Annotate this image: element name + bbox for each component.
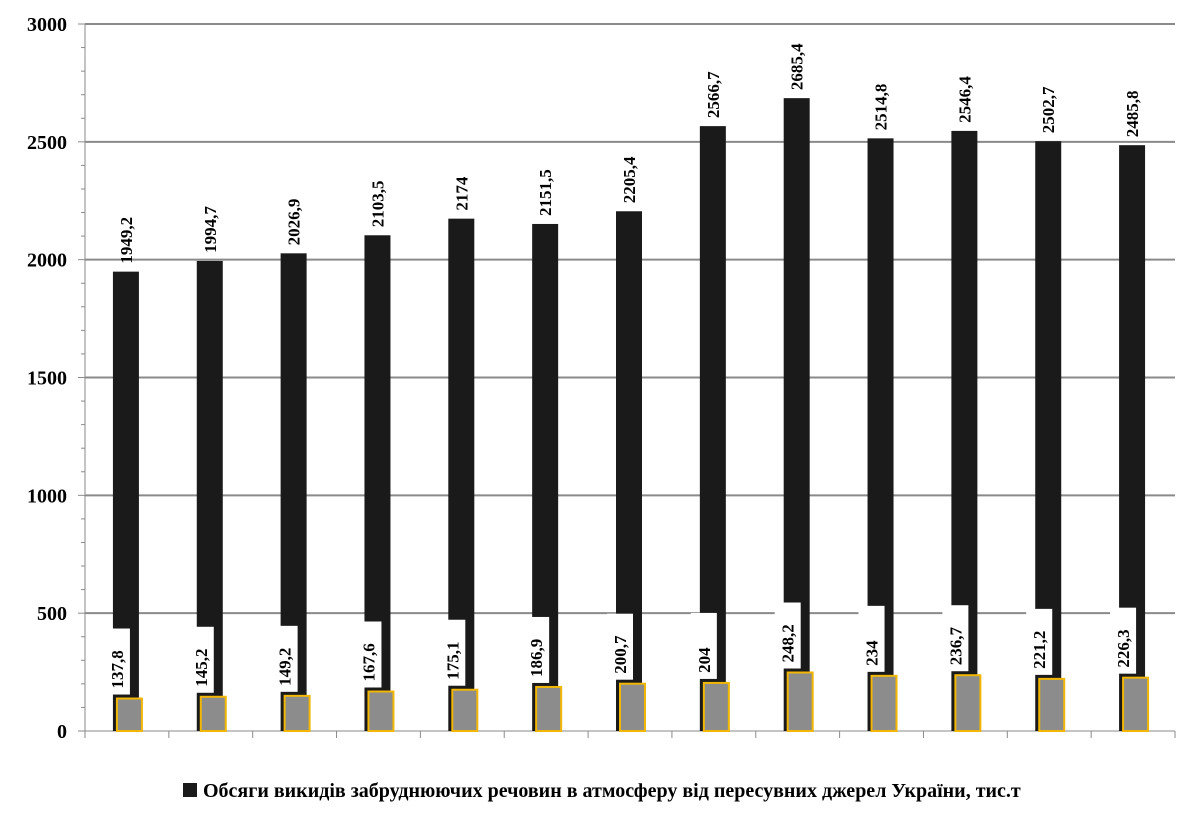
bar-value-label: 186,9 <box>527 639 546 677</box>
bar-series-2 <box>1122 676 1150 733</box>
bar-value-label: 2485,8 <box>1123 90 1142 137</box>
bar-series-2 <box>535 685 563 733</box>
bar-value-label: 236,7 <box>946 626 965 665</box>
bar-value-label: 221,2 <box>1030 631 1049 669</box>
bar-value-label: 2151,5 <box>536 169 555 216</box>
bar-value-label: 2685,4 <box>788 43 807 90</box>
bar-value-label: 2566,7 <box>704 71 723 118</box>
data-labels: 1949,2 137,8 1994,7 145,2 2026,9 149,2 2103,5 1… <box>103 43 1142 695</box>
y-tick-label: 2000 <box>27 250 67 272</box>
value-label-box <box>1026 608 1053 675</box>
bar-value-label: 1994,7 <box>201 206 220 253</box>
bar-value-label: 2546,4 <box>955 76 974 123</box>
bar-value-label: 2026,9 <box>285 199 304 246</box>
axes: 0 500 1000 1500 2000 2500 3000 <box>27 14 1176 743</box>
bar-value-label: 167,6 <box>359 643 378 681</box>
value-label-box <box>690 612 717 679</box>
bar-value-label: 204 <box>695 647 714 673</box>
bar-series-2 <box>702 681 730 733</box>
bar-value-label: 2514,8 <box>872 84 891 131</box>
value-label-box <box>355 621 382 688</box>
value-label-box <box>858 605 885 672</box>
bar-value-label: 2174 <box>452 176 471 211</box>
value-label-box <box>607 613 633 680</box>
bar-value-label: 2502,7 <box>1039 86 1058 133</box>
bar-series-2 <box>786 671 814 732</box>
bar-series-2 <box>451 688 479 732</box>
legend-label: Обсяги викидів забруднюючих речовин в ат… <box>203 780 1021 802</box>
bar-series-2 <box>115 697 143 733</box>
y-tick-label: 3000 <box>27 14 67 36</box>
bar-series-2 <box>1038 677 1066 733</box>
value-label-box <box>774 602 801 669</box>
value-label-box <box>439 619 466 686</box>
legend: Обсяги викидів забруднюючих речовин в ат… <box>183 778 1173 804</box>
bar-series-2 <box>199 695 227 732</box>
y-tick-label: 2500 <box>27 132 67 154</box>
bar-series-2 <box>367 690 395 732</box>
value-label-box <box>103 628 130 695</box>
bar-value-label: 234 <box>863 640 882 666</box>
bar-value-label: 248,2 <box>779 624 798 662</box>
bar-series-2 <box>954 674 982 733</box>
bar-value-label: 175,1 <box>443 641 462 679</box>
value-label-box <box>523 616 550 683</box>
legend-swatch-icon <box>183 783 197 797</box>
bar-series-2 <box>283 694 311 733</box>
bar-value-label: 145,2 <box>192 649 211 687</box>
bar-value-label: 149,2 <box>276 648 295 686</box>
bar-series-2 <box>870 674 898 733</box>
value-label-box <box>1110 607 1137 674</box>
y-tick-label: 1000 <box>27 485 67 507</box>
value-label-box <box>187 626 214 693</box>
bar-series-2 <box>619 682 646 733</box>
bar-value-label: 2205,4 <box>620 156 639 203</box>
y-tick-label: 1500 <box>27 368 67 390</box>
bar-value-label: 2103,5 <box>368 181 387 228</box>
value-label-box <box>271 625 298 692</box>
y-tick-label: 0 <box>57 721 67 743</box>
bar-value-label: 200,7 <box>611 635 630 674</box>
value-label-box <box>942 605 969 672</box>
bar-value-label: 1949,2 <box>117 217 136 264</box>
y-tick-label: 500 <box>37 603 67 625</box>
bar-value-label: 226,3 <box>1114 629 1133 667</box>
bar-value-label: 137,8 <box>108 650 127 688</box>
